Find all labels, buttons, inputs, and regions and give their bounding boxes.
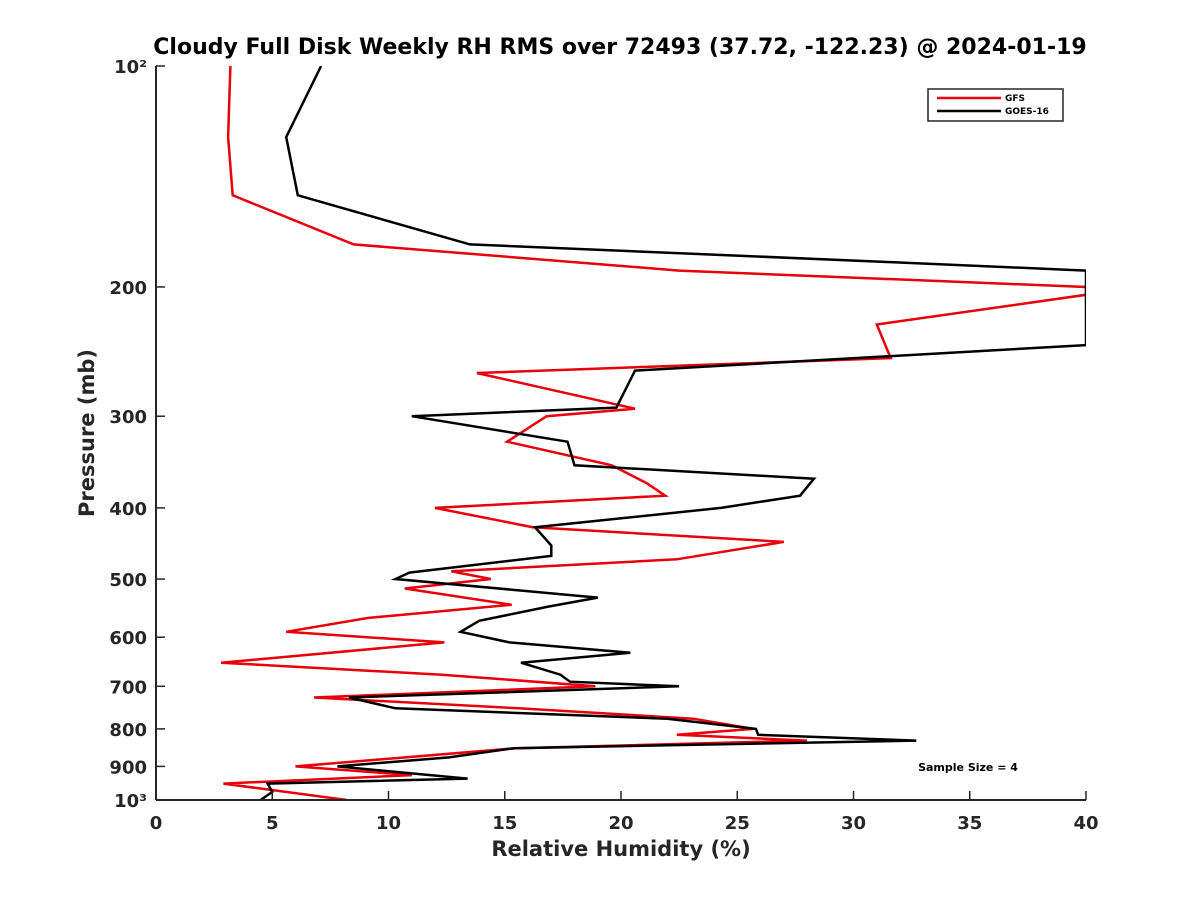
y-tick-label: 10³ [114,791,147,812]
y-tick-label: 500 [109,570,147,591]
x-tick-label: 15 [492,813,517,834]
y-tick-label: 200 [109,278,147,299]
sample-size-annotation: Sample Size = 4 [918,761,1018,774]
x-ticks: 0 5 10 15 20 25 30 35 40 [150,791,1099,834]
x-tick-label: 0 [150,813,163,834]
x-tick-label: 35 [957,813,982,834]
plot-area: 0 5 10 15 20 25 30 35 40 10² 200 300 400 500 600 700 80… [109,57,1098,834]
legend: GFS GOES-16 [927,88,1064,122]
series-line-goes16 [259,66,1086,800]
y-tick-label: 900 [109,757,147,778]
y-tick-label: 700 [109,677,147,698]
x-axis-label: Relative Humidity (%) [491,837,750,861]
y-ticks: 10² 200 300 400 500 600 700 800 900 10³ [109,57,165,812]
series-layer [220,66,1086,800]
chart-title: Cloudy Full Disk Weekly RH RMS over 7249… [153,35,1086,60]
y-tick-label: 400 [109,499,147,520]
y-axis-label: Pressure (mb) [75,349,99,517]
y-tick-label: 800 [109,720,147,741]
x-tick-label: 5 [266,813,279,834]
x-tick-label: 40 [1073,813,1098,834]
y-tick-label: 600 [109,628,147,649]
legend-label-gfs: GFS [1005,94,1025,104]
series-line-gfs [220,66,1086,800]
x-tick-label: 25 [725,813,750,834]
y-tick-label: 300 [109,407,147,428]
legend-label-goes16: GOES-16 [1005,107,1049,117]
y-tick-label: 10² [114,57,147,78]
legend-box [927,88,1064,122]
x-tick-label: 10 [376,813,401,834]
x-tick-label: 30 [841,813,866,834]
x-tick-label: 20 [608,813,633,834]
